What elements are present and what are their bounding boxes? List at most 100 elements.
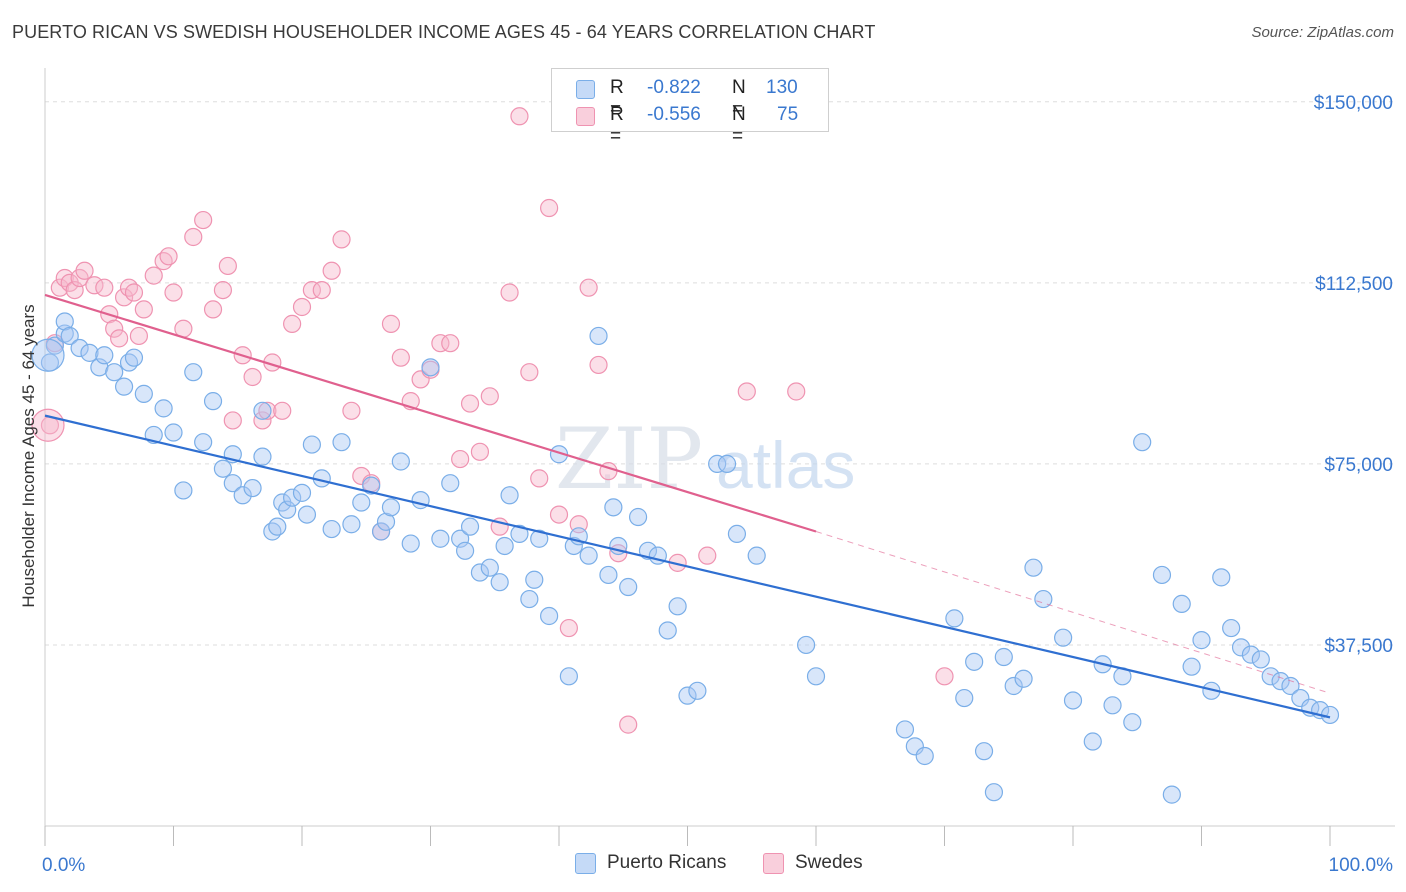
puerto-rican-point bbox=[1162, 785, 1181, 804]
y-tick-label: $112,500 bbox=[1315, 274, 1393, 295]
puerto-rican-point bbox=[297, 505, 317, 524]
watermark: ZIP atlas bbox=[555, 410, 855, 508]
swede-point bbox=[520, 363, 539, 382]
puerto-ricans-points bbox=[31, 312, 1340, 804]
puerto-rican-point bbox=[589, 326, 608, 346]
puerto-rican-point bbox=[268, 517, 287, 536]
puerto-rican-point bbox=[717, 454, 737, 473]
puerto-rican-point bbox=[678, 686, 697, 705]
puerto-rican-point bbox=[174, 481, 193, 500]
swedes-trend-extension bbox=[815, 531, 1331, 694]
swatch-puerto-ricans bbox=[576, 80, 595, 99]
puerto-rican-point bbox=[984, 783, 1004, 802]
puerto-rican-point bbox=[1241, 645, 1261, 664]
swedes-trend-line bbox=[44, 293, 817, 533]
swede-point bbox=[50, 278, 69, 297]
legend-swatch bbox=[763, 853, 784, 874]
swede-point bbox=[258, 401, 277, 420]
puerto-rican-point bbox=[455, 541, 475, 560]
n-value: 75 bbox=[777, 104, 799, 125]
r-label: R = bbox=[610, 77, 624, 120]
tick-labels: $37,500 $75,000 $112,500 $150,000 0.0% 100.0% bbox=[42, 93, 1393, 876]
puerto-rican-point bbox=[994, 647, 1013, 667]
puerto-rican-point bbox=[1271, 672, 1290, 691]
puerto-rican-point bbox=[965, 652, 984, 671]
puerto-rican-point bbox=[1123, 713, 1142, 732]
puerto-rican-point bbox=[747, 546, 766, 565]
puerto-rican-point bbox=[352, 493, 371, 512]
swede-point bbox=[144, 266, 163, 285]
puerto-rican-point bbox=[322, 519, 341, 539]
puerto-rican-point bbox=[342, 515, 361, 534]
swede-point bbox=[223, 411, 242, 430]
puerto-rican-point bbox=[1212, 568, 1231, 587]
puerto-rican-point bbox=[31, 338, 65, 372]
swede-point bbox=[579, 278, 598, 297]
puerto-rican-point bbox=[1083, 732, 1102, 751]
puerto-rican-point bbox=[1231, 638, 1251, 657]
swede-point bbox=[75, 261, 94, 280]
swede-point bbox=[540, 198, 559, 218]
puerto-rican-point bbox=[945, 609, 964, 628]
puerto-rican-point bbox=[154, 399, 173, 418]
puerto-rican-point bbox=[278, 500, 297, 519]
puerto-rican-point bbox=[1192, 631, 1211, 650]
puerto-rican-point bbox=[470, 563, 490, 582]
puerto-rican-point bbox=[638, 541, 658, 560]
trend-lines bbox=[44, 293, 1331, 719]
swede-point bbox=[124, 283, 144, 302]
puerto-rican-point bbox=[55, 312, 74, 331]
puerto-rican-point bbox=[1004, 676, 1023, 696]
chart-title: PUERTO RICAN VS SWEDISH HOUSEHOLDER INCO… bbox=[12, 22, 876, 42]
puerto-rican-point bbox=[184, 363, 203, 382]
swede-point bbox=[441, 334, 460, 353]
swede-point bbox=[203, 300, 223, 319]
puerto-rican-point bbox=[1103, 696, 1122, 715]
puerto-rican-point bbox=[599, 565, 618, 585]
swede-point bbox=[184, 227, 203, 247]
svg-text:atlas: atlas bbox=[716, 428, 855, 502]
puerto-rican-point bbox=[80, 343, 99, 362]
puerto-rican-point bbox=[525, 570, 544, 589]
swede-point bbox=[134, 300, 153, 319]
swede-point bbox=[549, 505, 569, 524]
swede-point bbox=[787, 382, 806, 401]
swede-point bbox=[480, 387, 499, 406]
swede-point bbox=[559, 618, 578, 638]
swede-point bbox=[55, 268, 74, 288]
swede-point bbox=[110, 329, 129, 348]
swede-point bbox=[431, 334, 450, 353]
puerto-rican-point bbox=[292, 483, 312, 502]
puerto-rican-point bbox=[1063, 691, 1083, 710]
puerto-rican-point bbox=[1054, 628, 1073, 647]
puerto-ricans-trend-line bbox=[44, 414, 1331, 719]
puerto-rican-point bbox=[668, 597, 687, 616]
puerto-rican-point bbox=[203, 392, 223, 411]
swede-point bbox=[391, 348, 410, 367]
puerto-rican-point bbox=[1034, 589, 1053, 609]
puerto-rican-point bbox=[401, 534, 420, 553]
puerto-rican-point bbox=[510, 524, 529, 544]
puerto-rican-point bbox=[253, 401, 272, 420]
swede-point bbox=[129, 326, 149, 346]
puerto-rican-point bbox=[688, 681, 707, 700]
puerto-rican-point bbox=[302, 435, 321, 454]
puerto-rican-point bbox=[243, 478, 262, 498]
puerto-rican-point bbox=[164, 423, 183, 442]
puerto-rican-point bbox=[579, 546, 598, 565]
y-tick-label: $37,500 bbox=[1324, 636, 1393, 657]
y-tick-label: $75,000 bbox=[1324, 455, 1393, 476]
swede-point bbox=[510, 107, 529, 126]
puerto-rican-point bbox=[797, 635, 816, 655]
puerto-rican-point bbox=[441, 474, 460, 493]
swede-point bbox=[119, 278, 139, 297]
puerto-rican-point bbox=[332, 433, 351, 452]
swede-point bbox=[935, 667, 954, 686]
puerto-rican-point bbox=[223, 474, 242, 493]
puerto-rican-point bbox=[727, 524, 747, 544]
puerto-rican-point bbox=[905, 737, 924, 756]
puerto-rican-point bbox=[559, 667, 578, 686]
legend-label: Puerto Ricans bbox=[607, 852, 727, 873]
swede-point bbox=[411, 370, 430, 389]
